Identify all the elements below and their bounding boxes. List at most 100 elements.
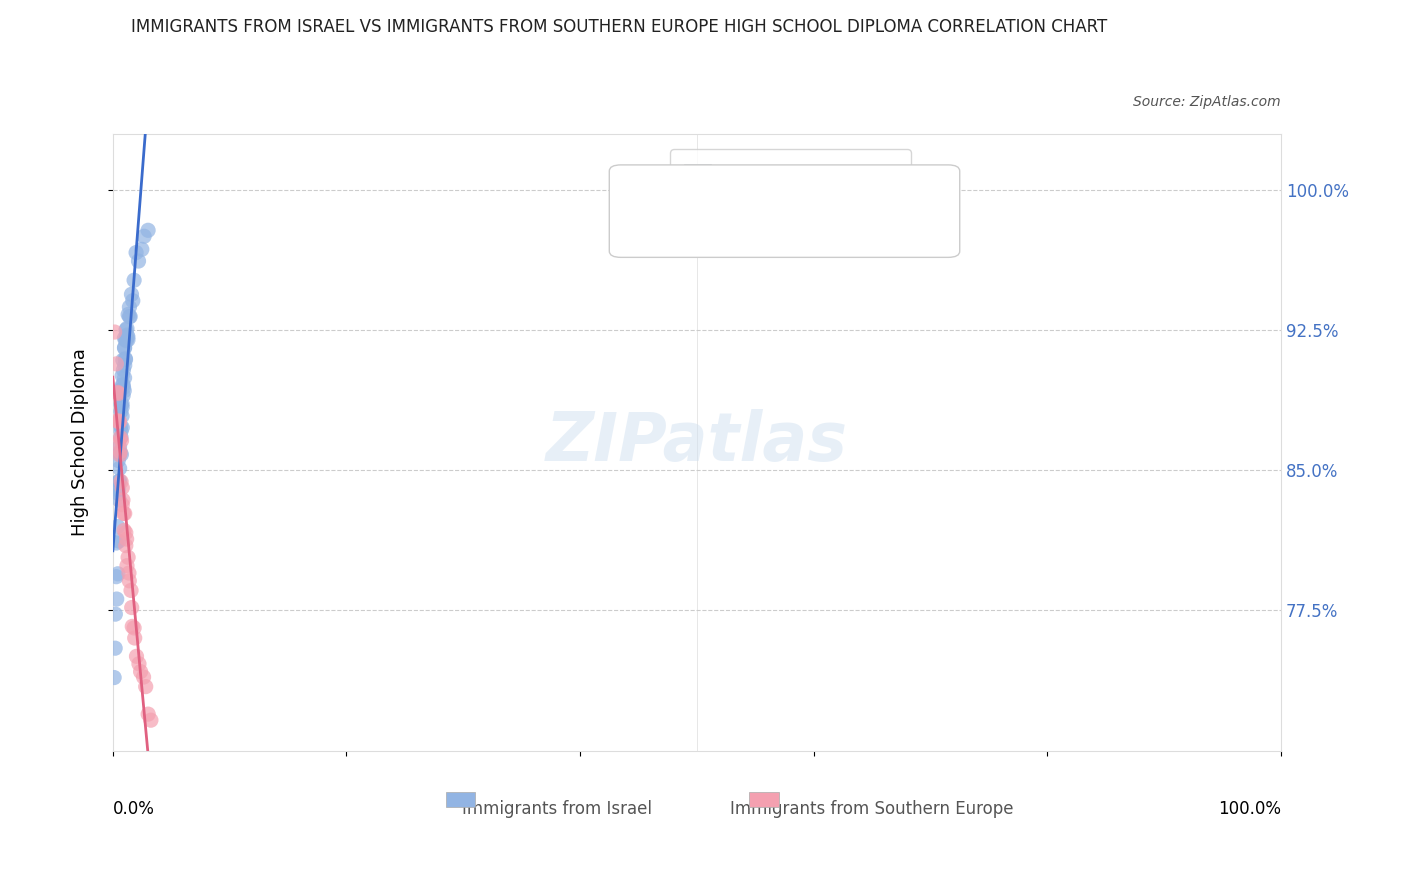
Immigrants from Israel — [108, 440, 131, 454]
Immigrants from Israel — [110, 404, 132, 418]
Immigrants from Israel — [107, 566, 129, 581]
Immigrants from Israel — [115, 321, 138, 335]
Immigrants from Southern Europe — [129, 665, 152, 679]
Immigrants from Israel — [128, 254, 150, 268]
Immigrants from Israel — [122, 273, 145, 287]
Immigrants from Southern Europe — [108, 448, 131, 462]
Immigrants from Southern Europe — [110, 475, 132, 489]
Immigrants from Israel — [114, 351, 136, 366]
Immigrants from Southern Europe — [107, 385, 129, 400]
Immigrants from Southern Europe — [112, 507, 135, 521]
Immigrants from Southern Europe — [121, 600, 143, 615]
Immigrants from Southern Europe — [117, 550, 139, 565]
Immigrants from Southern Europe — [114, 507, 136, 521]
Immigrants from Southern Europe — [121, 619, 143, 633]
Legend: R = 0.236   N = 65, R = 0.160   N = 38: R = 0.236 N = 65, R = 0.160 N = 38 — [669, 149, 911, 226]
Immigrants from Southern Europe — [112, 524, 135, 538]
Immigrants from Israel — [111, 397, 134, 411]
Immigrants from Israel — [110, 419, 132, 434]
Text: Immigrants from Israel: Immigrants from Israel — [461, 800, 652, 818]
Immigrants from Southern Europe — [111, 493, 134, 508]
Immigrants from Israel — [114, 341, 136, 355]
Immigrants from Southern Europe — [125, 649, 148, 664]
Immigrants from Israel — [120, 310, 142, 324]
Immigrants from Israel — [112, 377, 135, 392]
Text: Source: ZipAtlas.com: Source: ZipAtlas.com — [1133, 95, 1281, 110]
Text: 0.0%: 0.0% — [112, 800, 155, 818]
Immigrants from Israel — [115, 323, 138, 337]
Immigrants from Southern Europe — [124, 631, 146, 645]
Immigrants from Israel — [110, 447, 132, 461]
Immigrants from Israel — [105, 536, 128, 550]
Immigrants from Israel — [108, 446, 131, 460]
Immigrants from Israel — [104, 607, 127, 622]
Y-axis label: High School Diploma: High School Diploma — [72, 349, 89, 536]
Immigrants from Southern Europe — [111, 498, 134, 512]
Immigrants from Israel — [111, 368, 134, 383]
Immigrants from Israel — [131, 243, 153, 257]
Immigrants from Southern Europe — [132, 670, 155, 684]
Immigrants from Israel — [132, 229, 155, 244]
Immigrants from Southern Europe — [105, 414, 128, 428]
Immigrants from Israel — [108, 534, 131, 549]
Text: 100.0%: 100.0% — [1218, 800, 1281, 818]
Text: ZIPatlas: ZIPatlas — [546, 409, 848, 475]
Immigrants from Israel — [125, 245, 148, 260]
Immigrants from Israel — [114, 371, 136, 385]
Immigrants from Southern Europe — [122, 621, 145, 635]
Bar — [749, 792, 779, 807]
Immigrants from Southern Europe — [118, 566, 141, 580]
Immigrants from Israel — [111, 353, 134, 368]
Immigrants from Israel — [110, 424, 132, 438]
Immigrants from Israel — [110, 397, 132, 411]
Immigrants from Southern Europe — [107, 436, 129, 450]
Immigrants from Southern Europe — [111, 481, 134, 495]
FancyBboxPatch shape — [609, 165, 960, 258]
Immigrants from Israel — [107, 482, 129, 496]
Immigrants from Israel — [112, 363, 135, 377]
Immigrants from Israel — [115, 334, 138, 348]
Bar — [446, 792, 475, 807]
Immigrants from Israel — [105, 592, 128, 607]
Immigrants from Israel — [110, 430, 132, 444]
Immigrants from Israel — [121, 293, 143, 308]
Immigrants from Southern Europe — [128, 657, 150, 671]
Immigrants from Israel — [117, 330, 139, 344]
Immigrants from Southern Europe — [105, 357, 128, 371]
Immigrants from Israel — [112, 384, 135, 398]
Immigrants from Israel — [114, 341, 136, 355]
Immigrants from Southern Europe — [115, 532, 138, 546]
Immigrants from Southern Europe — [139, 713, 162, 727]
Immigrants from Southern Europe — [115, 558, 138, 573]
Immigrants from Southern Europe — [108, 414, 131, 428]
Immigrants from Israel — [107, 487, 129, 501]
Immigrants from Southern Europe — [135, 680, 157, 694]
Immigrants from Israel — [108, 493, 131, 508]
Immigrants from Israel — [114, 333, 136, 347]
Immigrants from Israel — [111, 409, 134, 424]
Immigrants from Israel — [108, 461, 131, 475]
Immigrants from Israel — [118, 310, 141, 324]
Immigrants from Israel — [107, 483, 129, 497]
Immigrants from Southern Europe — [120, 583, 142, 598]
Immigrants from Israel — [108, 448, 131, 462]
Immigrants from Israel — [114, 331, 136, 345]
Immigrants from Israel — [111, 400, 134, 414]
Immigrants from Southern Europe — [104, 325, 127, 339]
Immigrants from Israel — [108, 474, 131, 488]
Immigrants from Israel — [111, 420, 134, 434]
Immigrants from Israel — [136, 223, 159, 237]
Immigrants from Israel — [105, 570, 128, 584]
Immigrants from Southern Europe — [108, 444, 131, 458]
Immigrants from Israel — [118, 300, 141, 314]
Immigrants from Southern Europe — [108, 415, 131, 429]
Immigrants from Southern Europe — [107, 386, 129, 401]
Immigrants from Southern Europe — [118, 574, 141, 588]
Immigrants from Southern Europe — [110, 431, 132, 445]
Immigrants from Israel — [107, 453, 129, 467]
Immigrants from Israel — [110, 383, 132, 397]
Immigrants from Israel — [103, 671, 125, 685]
Immigrants from Israel — [104, 641, 127, 656]
Immigrants from Southern Europe — [114, 539, 136, 553]
Immigrants from Israel — [112, 388, 135, 402]
